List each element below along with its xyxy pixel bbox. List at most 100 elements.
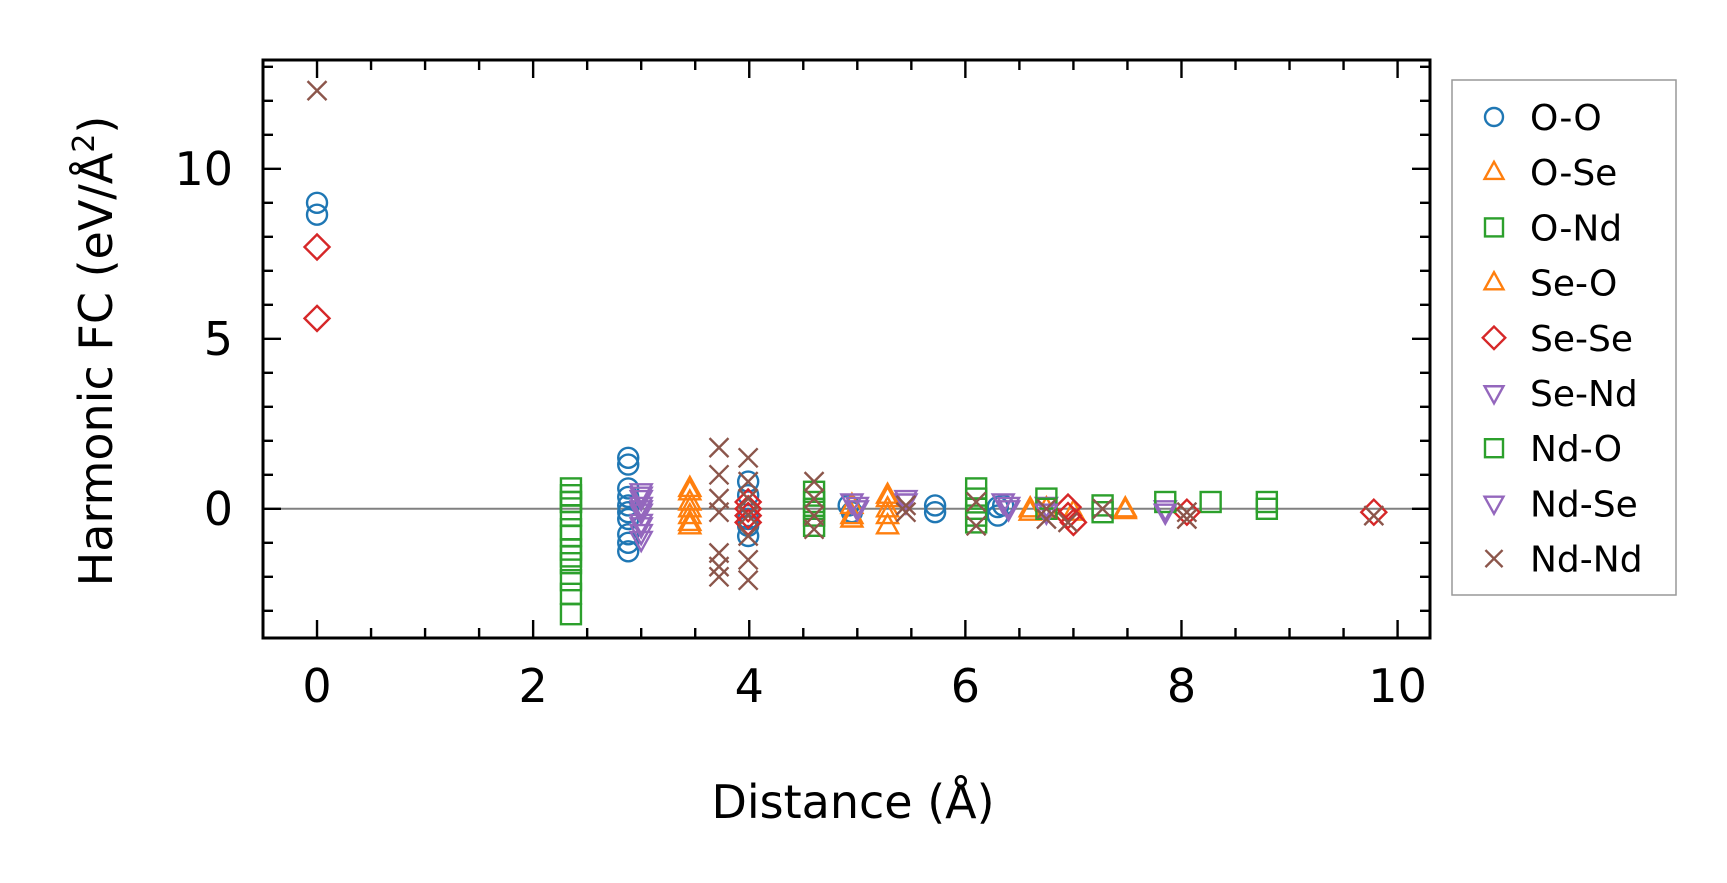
point-se-o-9 [1112,496,1138,520]
point-se-nd-5 [628,523,654,547]
legend-item-nd-se: Nd-Se [1482,484,1638,525]
point-nd-nd-26 [1092,498,1113,520]
legend-item-nd-o: Nd-O [1483,429,1622,470]
point-se-nd-11 [996,500,1022,523]
ticks [261,60,1430,638]
point-se-o-5 [875,501,901,525]
legend-label-nd-nd: Nd-Nd [1530,540,1643,581]
plot-frame [261,58,1432,640]
legend-label-o-se: O-Se [1530,153,1617,194]
point-se-o-1 [677,494,703,518]
legend-marker-o-o [1483,106,1505,128]
y-axis-title-main: Harmonic FC (eV/Å [69,152,123,586]
point-nd-o-4 [802,504,826,527]
point-se-nd-7 [839,493,865,516]
point-nd-o-1 [559,524,583,548]
series-se-nd [628,483,1178,554]
point-nd-o-0 [559,490,583,514]
point-nd-se-0 [628,486,654,510]
point-o-o-2 [617,446,640,469]
point-o-nd-15 [964,511,988,534]
point-nd-nd-11 [737,505,759,526]
legend-item-se-nd: Se-Nd [1482,374,1638,415]
legend-item-o-nd: O-Nd [1483,208,1622,249]
y-tick-label-0: 0 [204,482,233,536]
point-nd-nd-25 [1057,512,1079,533]
point-nd-se-1 [628,500,654,523]
point-o-nd-0 [559,477,583,500]
legend-marker-nd-o [1483,438,1505,459]
point-se-nd-6 [628,530,654,554]
legend-label-o-nd: O-Nd [1530,208,1622,249]
point-se-se-10 [1359,498,1389,527]
point-o-nd-4 [559,518,583,541]
point-se-nd-0 [628,483,654,506]
legend-marker-nd-se [1482,495,1506,517]
point-o-o-3 [617,453,640,476]
point-nd-nd-1 [708,437,730,458]
point-nd-nd-15 [803,471,825,492]
point-nd-o-9 [1091,494,1114,517]
scatter-marks [302,80,1389,626]
point-se-nd-10 [990,493,1016,516]
legend-item-se-se: Se-Se [1481,319,1633,360]
legend: O-O O-Se O-Nd Se-O Se-Se Se-Nd Nd-O Nd-Se Nd-Nd [1451,79,1677,596]
point-nd-nd-18 [803,518,825,540]
point-nd-o-10 [1091,501,1114,524]
point-o-nd-16 [1199,490,1222,514]
point-nd-o-3 [802,490,826,514]
point-nd-nd-21 [965,491,987,513]
y-axis-title-sup: 2 [67,134,102,153]
point-se-se-0 [302,232,332,262]
point-nd-se-7 [1152,503,1178,527]
point-o-nd-18 [1255,497,1279,520]
point-nd-o-5 [964,487,988,510]
point-o-o-20 [923,501,947,524]
point-nd-nd-7 [708,566,730,588]
y-axis-title-close: ) [69,116,123,134]
point-nd-nd-9 [737,471,759,492]
point-nd-nd-20 [895,501,917,523]
point-nd-nd-23 [1036,498,1057,520]
point-nd-se-2 [628,517,654,540]
point-o-se-3 [677,511,703,535]
legend-marker-se-nd [1482,385,1506,406]
legend-label-nd-o: Nd-O [1530,429,1622,470]
legend-marker-nd-nd [1484,549,1504,568]
point-nd-nd-6 [708,556,730,577]
y-axis-title: Harmonic FC (eV/Å2) [67,116,123,587]
point-nd-o-11 [1154,490,1177,514]
axes [261,58,1432,640]
point-o-nd-5 [559,538,583,561]
point-o-o-13 [736,484,760,507]
point-o-se-2 [677,501,703,525]
point-nd-nd-2 [708,464,730,486]
legend-label-nd-se: Nd-Se [1530,484,1638,525]
point-se-se-4 [733,501,763,530]
point-nd-se-4 [893,493,919,516]
tick-labels: 0 2 4 6 8 10 0 5 10 [174,142,1426,713]
point-se-o-3 [839,501,865,525]
point-o-o-11 [617,540,640,563]
x-tick-label-5: 10 [1368,659,1427,713]
x-tick-label-1: 2 [518,659,547,713]
point-o-o-1 [305,203,329,226]
point-nd-o-2 [559,545,583,568]
point-se-nd-13 [1152,500,1178,523]
legend-label-se-nd: Se-Nd [1530,374,1638,415]
point-nd-nd-28 [1176,508,1198,530]
point-nd-nd-29 [1363,505,1385,526]
x-axis-title: Distance (Å) [711,775,994,829]
x-tick-label-2: 4 [735,659,764,713]
x-tick-label-0: 0 [302,659,331,713]
point-nd-nd-16 [803,488,825,509]
y-tick-label-1: 5 [204,312,233,366]
legend-marker-o-se [1482,159,1506,181]
point-se-o-2 [677,508,703,532]
x-tick-label-3: 6 [951,659,980,713]
y-tick-label-2: 10 [174,142,233,196]
series-nd-nd [306,80,1385,591]
point-o-o-16 [736,524,760,548]
point-o-nd-7 [559,569,583,592]
